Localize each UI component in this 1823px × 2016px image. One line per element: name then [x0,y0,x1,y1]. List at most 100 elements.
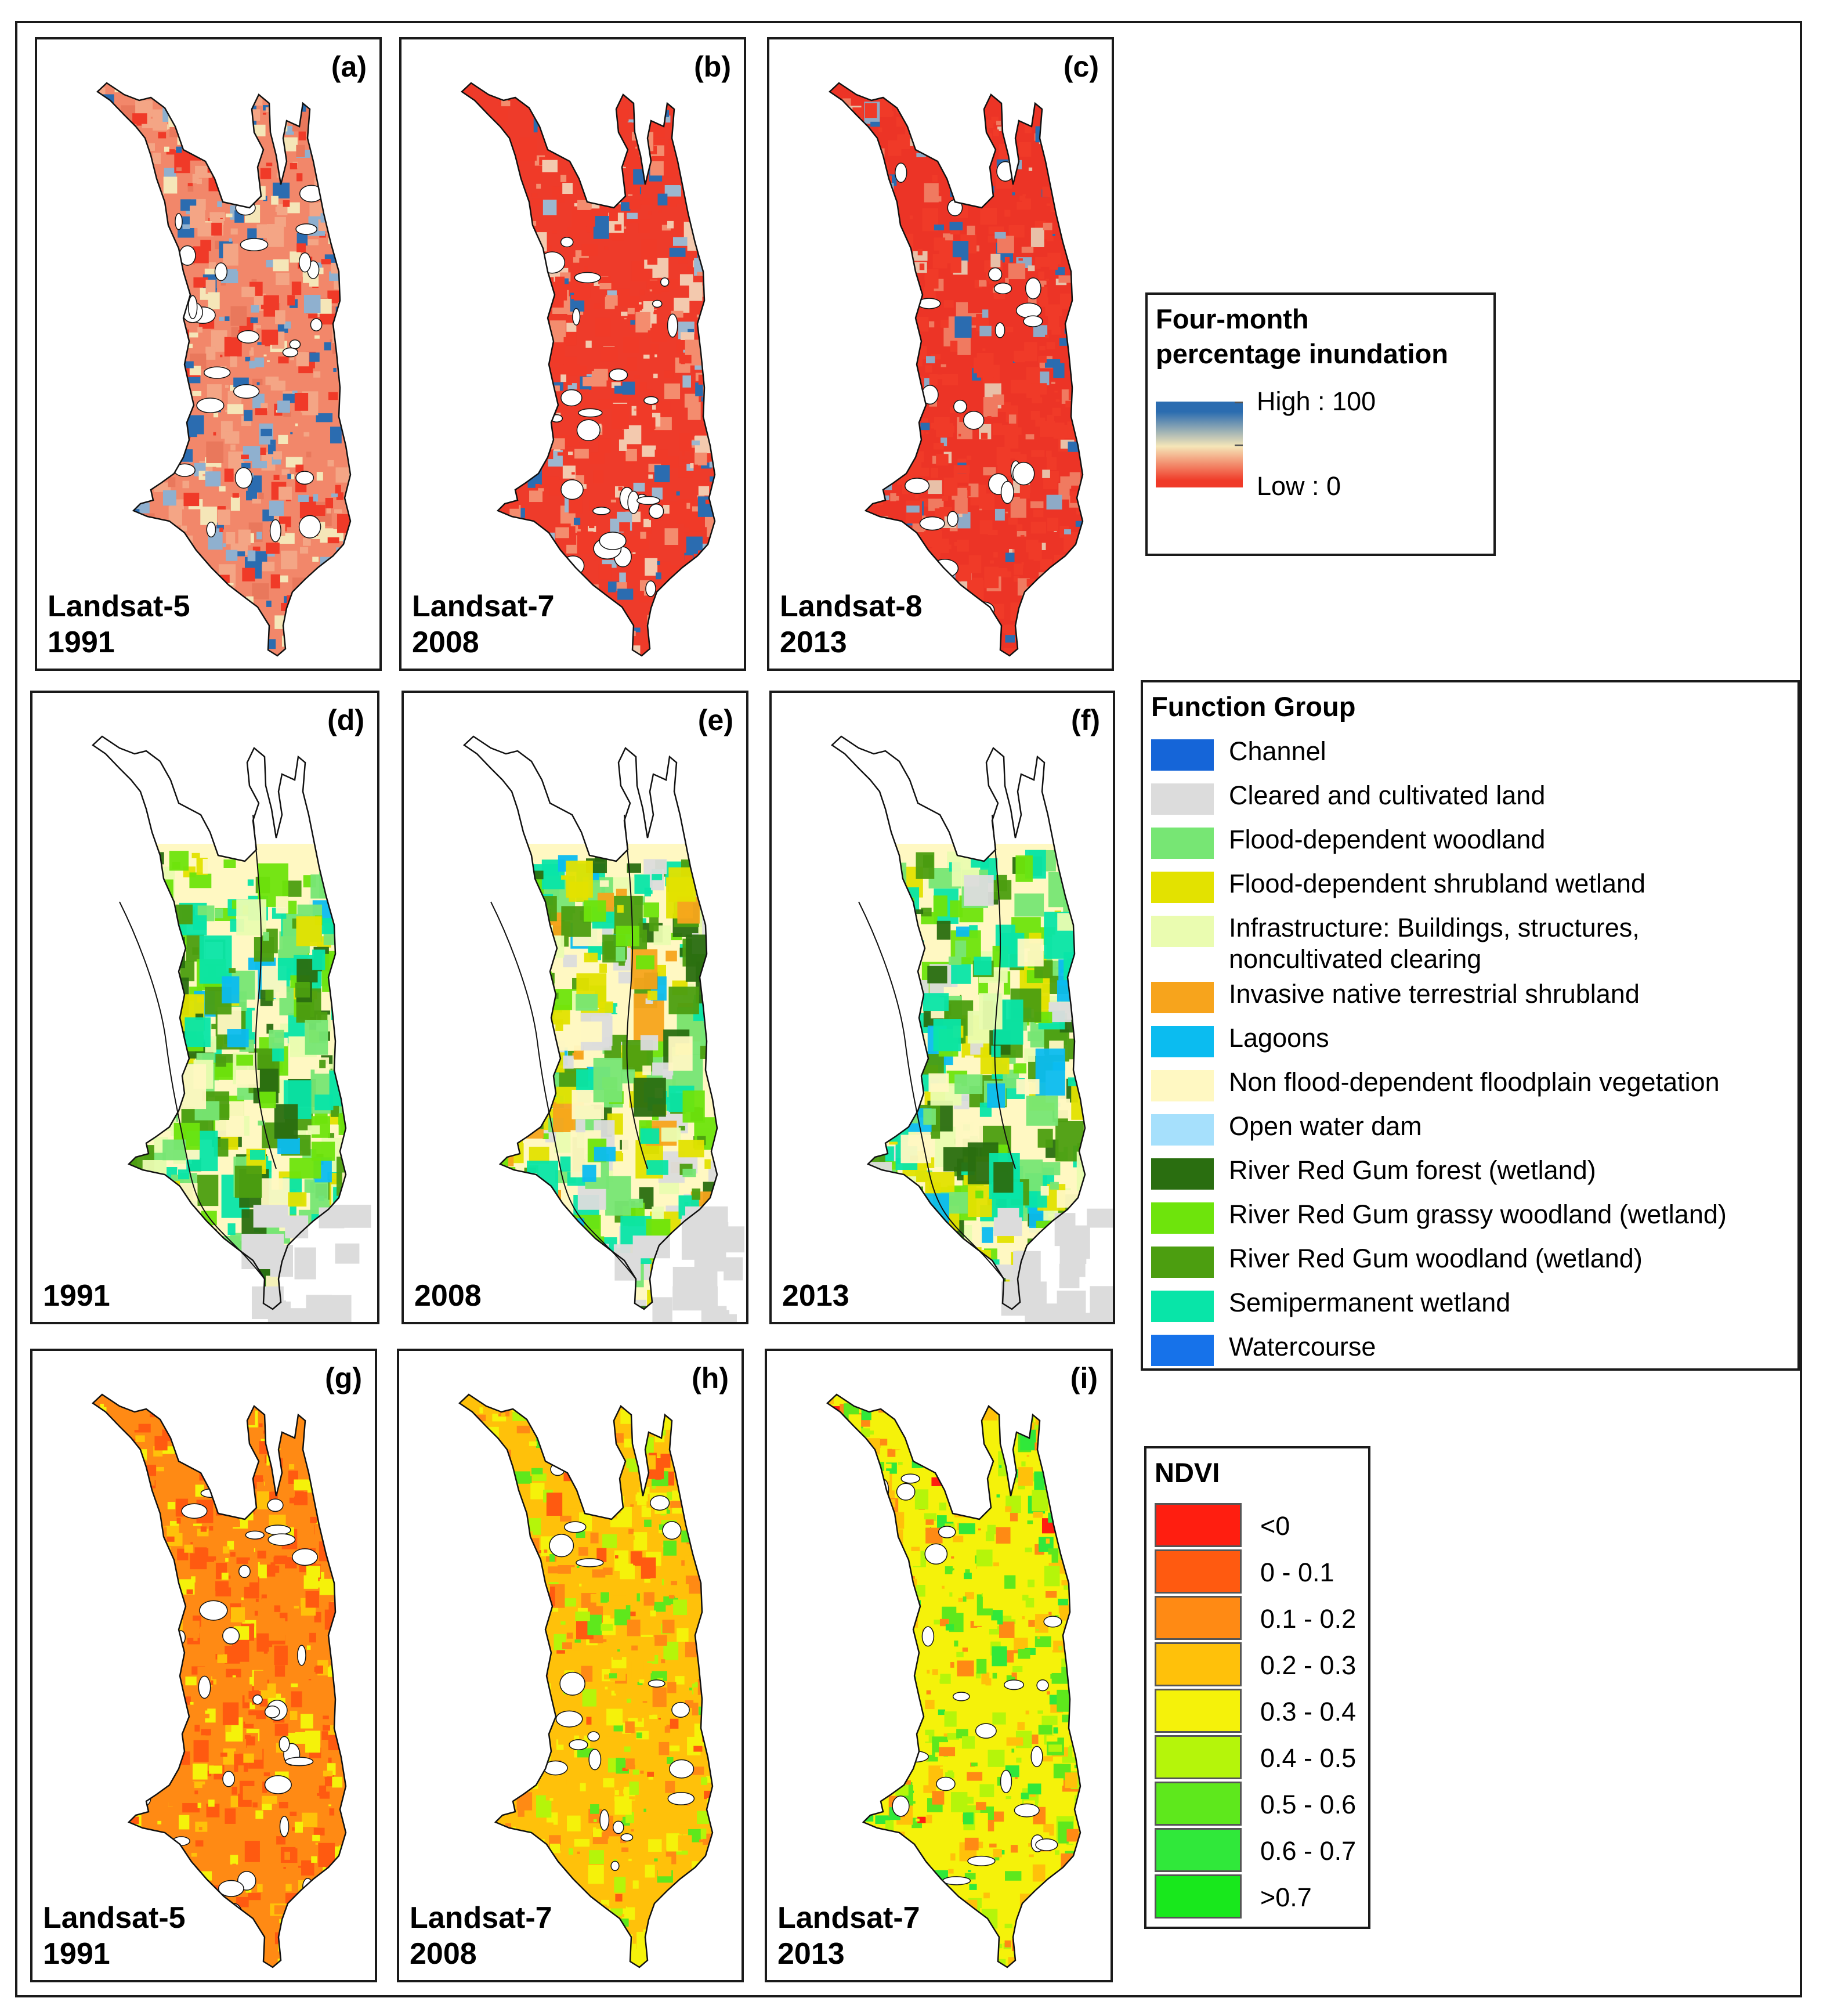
map-panel-d: (d) 1991 [30,691,379,1324]
legend-swatch [1151,1202,1214,1234]
panel-year: 2013 [777,1937,845,1971]
legend-label: 0.6 - 0.7 [1260,1836,1357,1866]
panel-year: 2008 [412,626,479,659]
panel-sensor: Landsat-5 [43,1901,186,1935]
legend-label: River Red Gum forest (wetland) [1229,1155,1596,1185]
legend-label: Invasive native terrestrial shrubland [1229,979,1640,1009]
legend-swatch [1155,1782,1242,1826]
legend-swatch [1151,783,1214,815]
inundation-color-ramp [1156,402,1243,487]
legend-label: 0.3 - 0.4 [1260,1697,1357,1726]
panel-label: (h) [692,1362,729,1394]
legend-swatch [1151,1114,1214,1146]
floodplain-map [92,735,371,1322]
legend-swatch [1155,1549,1242,1594]
figure-frame [15,21,1802,1997]
inundation-legend-title-line2: percentage inundation [1156,338,1448,369]
panel-year: 2013 [782,1279,849,1313]
panel-label: (b) [694,50,731,83]
legend-label: Non flood-dependent floodplain vegetatio… [1229,1067,1720,1097]
floodplain-map [96,82,352,657]
floodplain-map [829,82,1084,657]
panel-label: (f) [1071,704,1100,736]
legend-swatch [1155,1642,1242,1686]
map-panel-g: (g) Landsat-5 1991 [30,1349,377,1982]
legend-label: Semipermanent wetland [1229,1288,1511,1317]
floodplain-map [92,1393,347,1968]
legend-label: Lagoons [1229,1023,1329,1053]
map-panel-b: (b) Landsat-7 2008 [399,37,746,671]
map-panel-i: (i) Landsat-7 2013 [765,1349,1113,1982]
legend-swatch [1151,1291,1214,1322]
legend-label: 0.4 - 0.5 [1260,1743,1357,1773]
panel-sensor: Landsat-7 [412,590,555,623]
legend-label: Flood-dependent woodland [1229,825,1546,854]
legend-label: 0.2 - 0.3 [1260,1650,1357,1680]
legend-label: 0 - 0.1 [1260,1558,1334,1587]
legend-label: >0.7 [1260,1883,1312,1912]
panel-label: (c) [1063,50,1099,83]
legend-label-line2: noncultivated clearing [1229,944,1482,974]
legend-swatch [1151,982,1214,1013]
legend-label: <0 [1260,1511,1290,1541]
map-panel-a: (a) Landsat-5 1991 [35,37,382,671]
legend-swatch [1151,1335,1214,1366]
ndvi-legend-title: NDVI [1155,1457,1220,1488]
panel-sensor: Landsat-8 [780,590,923,623]
panel-sensor: Landsat-7 [410,1901,552,1935]
floodplain-map [831,735,1113,1322]
map-panel-h: (h) Landsat-7 2008 [397,1349,744,1982]
legend-swatch [1155,1828,1242,1872]
panel-label: (i) [1070,1362,1098,1394]
panel-label: (d) [327,704,364,736]
panel-sensor: Landsat-7 [777,1901,920,1935]
legend-label: Open water dam [1229,1111,1422,1141]
panel-sensor: Landsat-5 [48,590,190,623]
legend-swatch [1151,828,1214,859]
legend-swatch [1151,872,1214,903]
legend-swatch [1155,1503,1242,1547]
legend-label: 0.1 - 0.2 [1260,1604,1357,1634]
legend-swatch [1155,1735,1242,1779]
legend-swatch [1151,739,1214,771]
legend-swatch [1151,1247,1214,1278]
legend-label: Infrastructure: Buildings, structures, [1229,913,1640,942]
function-group-legend: Function Group Channel Cleared and cultiv… [1141,680,1800,1371]
panel-label: (g) [325,1362,362,1394]
map-panel-e: (e) 2008 [402,691,748,1324]
legend-label: 0.5 - 0.6 [1260,1790,1357,1819]
legend-swatch [1155,1874,1242,1919]
legend-swatch [1151,1070,1214,1101]
legend-label: Watercourse [1229,1332,1376,1361]
panel-label: (a) [331,50,367,83]
legend-label: Cleared and cultivated land [1229,781,1546,810]
panel-year: 1991 [48,626,115,659]
legend-swatch [1155,1689,1242,1733]
map-panel-c: (c) Landsat-8 2013 [767,37,1114,671]
inundation-low-label: Low : 0 [1257,471,1341,501]
panel-year: 1991 [43,1279,110,1313]
function-group-legend-title: Function Group [1151,691,1356,722]
floodplain-map [461,82,716,657]
legend-swatch [1151,1158,1214,1190]
floodplain-map [826,1393,1081,1968]
legend-label: Channel [1229,736,1326,766]
legend-label: River Red Gum woodland (wetland) [1229,1244,1643,1273]
legend-swatch [1155,1596,1242,1640]
panel-year: 2008 [410,1937,477,1971]
panel-year: 1991 [43,1937,110,1971]
inundation-legend: Four-month percentage inundation High : … [1145,292,1496,556]
inundation-high-label: High : 100 [1257,386,1376,416]
floodplain-map [458,1393,714,1968]
floodplain-map [463,735,745,1322]
panel-year: 2008 [414,1279,482,1313]
legend-swatch [1151,1026,1214,1057]
inundation-legend-title-line1: Four-month [1156,304,1309,334]
map-panel-f: (f) 2013 [769,691,1115,1324]
legend-label: River Red Gum grassy woodland (wetland) [1229,1200,1727,1229]
ndvi-legend: NDVI <0 0 - 0.1 0.1 - 0.2 0.2 - 0.3 0.3 - 0.… [1144,1446,1370,1929]
panel-label: (e) [697,704,733,736]
legend-label: Flood-dependent shrubland wetland [1229,869,1646,898]
legend-swatch [1151,916,1214,947]
panel-year: 2013 [780,626,847,659]
